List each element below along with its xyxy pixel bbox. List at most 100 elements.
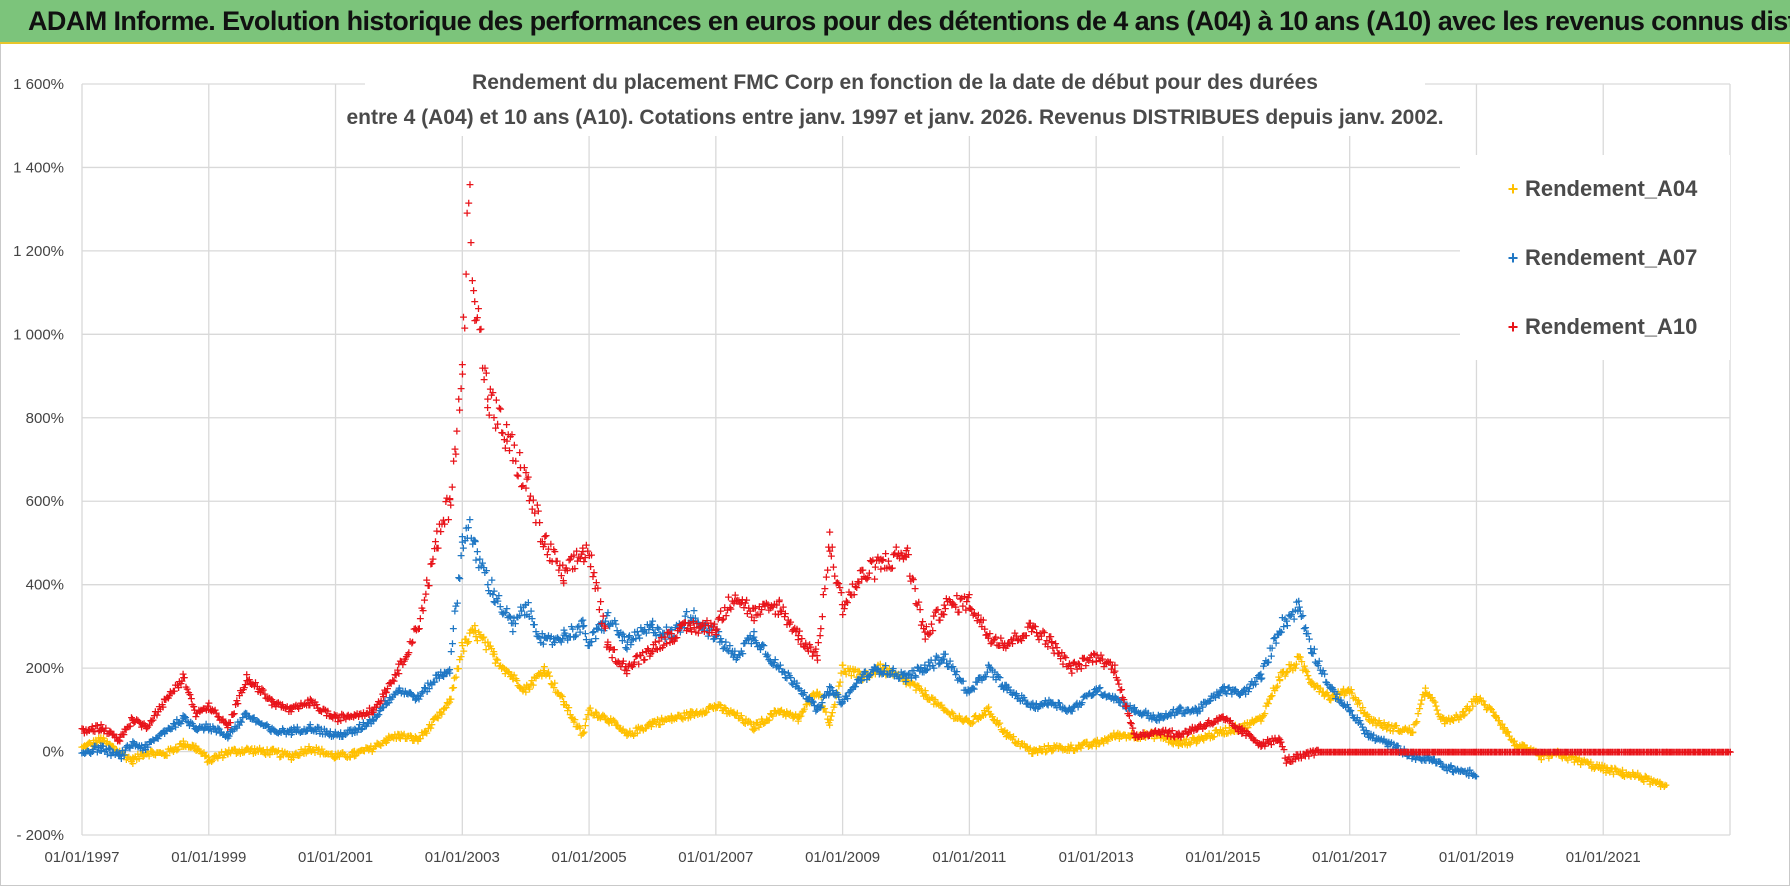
data-point: + xyxy=(1190,734,1199,747)
data-point: + xyxy=(1005,728,1014,741)
data-point: + xyxy=(737,709,746,722)
data-point: + xyxy=(701,706,710,719)
data-point: + xyxy=(834,679,843,692)
data-point: + xyxy=(553,686,562,699)
data-point: + xyxy=(1223,727,1232,740)
data-point: + xyxy=(556,689,565,702)
data-point: + xyxy=(790,710,799,723)
data-point: + xyxy=(80,739,89,752)
data-point: + xyxy=(1427,691,1436,704)
data-point: + xyxy=(1132,732,1141,745)
data-point: + xyxy=(948,707,957,720)
series-rendement-a04: ++++++++++++++++++++++++++++++++++++++++… xyxy=(77,619,1670,793)
data-point: + xyxy=(1472,693,1481,706)
data-point: + xyxy=(1097,734,1106,747)
data-point: + xyxy=(1400,723,1409,736)
data-point: + xyxy=(404,730,413,743)
data-point: + xyxy=(137,748,146,761)
data-point: + xyxy=(1646,772,1655,785)
data-point: + xyxy=(894,668,903,681)
data-point: + xyxy=(748,722,757,735)
data-point: + xyxy=(1480,698,1489,711)
data-point: + xyxy=(802,697,811,710)
data-point: + xyxy=(1178,738,1187,751)
data-point: + xyxy=(611,718,620,731)
data-point: + xyxy=(710,699,719,712)
data-point: + xyxy=(1389,720,1398,733)
x-tick-label: 01/01/2005 xyxy=(552,849,627,866)
data-series: ++++++++++++++++++++++++++++++++++++++++… xyxy=(77,178,1735,793)
data-point: + xyxy=(1458,706,1467,719)
data-point: + xyxy=(383,734,392,747)
data-point: + xyxy=(1440,717,1449,730)
data-point: + xyxy=(1035,742,1044,755)
data-point: + xyxy=(1656,780,1665,793)
data-point: + xyxy=(1115,732,1124,745)
data-point: + xyxy=(1113,726,1122,739)
data-point: + xyxy=(1294,650,1303,663)
data-point: + xyxy=(1245,718,1254,731)
data-point: + xyxy=(463,637,472,650)
data-point: + xyxy=(1222,727,1231,740)
data-point: + xyxy=(676,710,685,723)
data-point: + xyxy=(524,680,533,693)
data-point: + xyxy=(298,745,307,758)
data-point: + xyxy=(180,739,189,752)
data-point: + xyxy=(648,715,657,728)
y-tick-label: 1 400% xyxy=(13,159,64,176)
data-point: + xyxy=(237,743,246,756)
data-point: + xyxy=(142,748,151,761)
data-point: + xyxy=(1333,685,1342,698)
data-point: + xyxy=(515,681,524,694)
data-point: + xyxy=(501,667,510,680)
data-point: + xyxy=(1054,742,1063,755)
data-point: + xyxy=(704,702,713,715)
data-point: + xyxy=(1082,736,1091,749)
data-point: + xyxy=(1133,732,1142,745)
data-point: + xyxy=(1516,740,1525,753)
data-point: + xyxy=(1298,664,1307,677)
data-point: + xyxy=(658,714,667,727)
data-point: + xyxy=(1498,722,1507,735)
data-point: + xyxy=(571,720,580,733)
data-point: + xyxy=(200,749,209,762)
data-point: + xyxy=(969,715,978,728)
data-point: + xyxy=(1304,672,1313,685)
data-point: + xyxy=(1167,737,1176,750)
data-point: + xyxy=(359,744,368,757)
data-point: + xyxy=(1057,742,1066,755)
data-point: + xyxy=(1545,747,1554,760)
data-point: + xyxy=(1550,745,1559,758)
data-point: + xyxy=(1565,751,1574,764)
data-point: + xyxy=(876,666,885,679)
data-point: + xyxy=(1371,718,1380,731)
data-point: + xyxy=(1075,739,1084,752)
data-point: + xyxy=(1453,710,1462,723)
data-point: + xyxy=(296,743,305,756)
data-point: + xyxy=(1368,716,1377,729)
data-point: + xyxy=(1308,677,1317,690)
data-point: + xyxy=(507,668,516,681)
data-point: + xyxy=(460,632,469,645)
data-point: + xyxy=(1174,738,1183,751)
data-point: + xyxy=(1058,744,1067,757)
data-point: + xyxy=(753,716,762,729)
data-point: + xyxy=(1140,726,1149,739)
data-point: + xyxy=(984,705,993,718)
data-point: + xyxy=(231,743,240,756)
data-point: + xyxy=(783,707,792,720)
data-point: + xyxy=(939,703,948,716)
data-point: + xyxy=(1336,686,1345,699)
data-point: + xyxy=(287,750,296,763)
data-point: + xyxy=(473,634,482,647)
data-point: + xyxy=(999,725,1008,738)
data-point: + xyxy=(1072,743,1081,756)
data-point: + xyxy=(976,711,985,724)
data-point: + xyxy=(1555,746,1564,759)
data-point: + xyxy=(1582,755,1591,768)
data-point: + xyxy=(1554,748,1563,761)
data-point: + xyxy=(427,718,436,731)
data-point: + xyxy=(721,702,730,715)
data-point: + xyxy=(1258,710,1267,723)
data-point: + xyxy=(1256,712,1265,725)
